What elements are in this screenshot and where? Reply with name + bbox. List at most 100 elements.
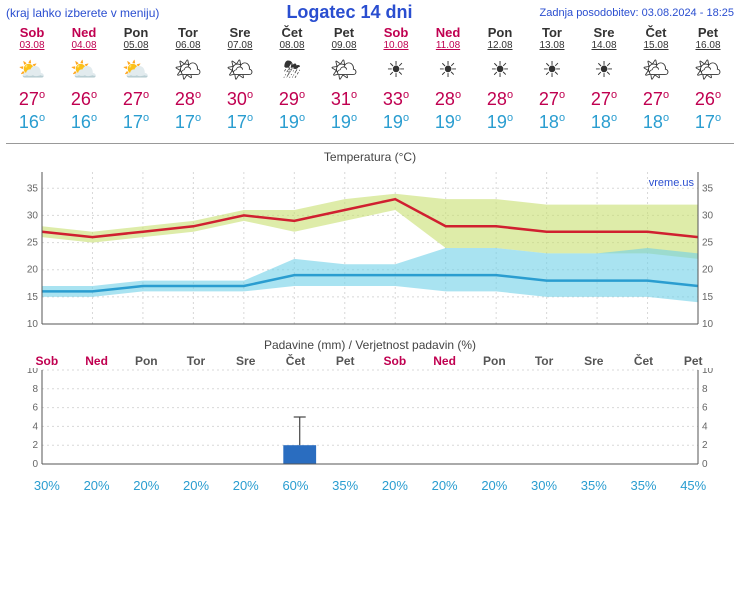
temp-high: 30o (214, 89, 266, 110)
temp-high: 29o (266, 89, 318, 110)
precip-day-label: Ned (72, 354, 122, 368)
weather-icon: ☀ (578, 55, 630, 85)
precip-day-label: Sre (221, 354, 271, 368)
svg-text:15: 15 (702, 292, 714, 303)
day-date: 06.08 (162, 40, 214, 51)
temp-high: 26o (58, 89, 110, 110)
temp-high: 31o (318, 89, 370, 110)
forecast-day[interactable]: Tor13.08☀27o18o (526, 25, 578, 133)
day-date: 03.08 (6, 40, 58, 51)
weather-icon: 🌤 (214, 55, 266, 85)
svg-text:25: 25 (27, 238, 39, 249)
precip-percent: 60% (271, 478, 321, 493)
precip-day-label: Čet (271, 354, 321, 368)
temp-low: 17o (110, 112, 162, 133)
day-abbr: Ned (422, 25, 474, 40)
temp-low: 19o (422, 112, 474, 133)
forecast-day[interactable]: Sre07.08 🌤 30o17o (214, 25, 266, 133)
forecast-day[interactable]: Ned04.08 ⛅ 26o16o (58, 25, 110, 133)
day-date: 11.08 (422, 40, 474, 51)
precip-percent: 35% (619, 478, 669, 493)
day-abbr: Pet (318, 25, 370, 40)
temp-low: 19o (318, 112, 370, 133)
svg-text:35: 35 (702, 183, 714, 194)
weather-icon: 🌤 (162, 55, 214, 85)
temp-high: 27o (578, 89, 630, 110)
precip-chart-title: Padavine (mm) / Verjetnost padavin (%) (0, 338, 740, 352)
day-abbr: Ned (58, 25, 110, 40)
menu-hint: (kraj lahko izberete v meniju) (6, 6, 159, 20)
precip-percent: 20% (370, 478, 420, 493)
forecast-day[interactable]: Sob03.08⛅27o16o (6, 25, 58, 133)
precip-percent: 20% (469, 478, 519, 493)
temp-high: 28o (474, 89, 526, 110)
day-date: 04.08 (58, 40, 110, 51)
precip-day-label: Pon (469, 354, 519, 368)
weather-icon: ⛅ (58, 55, 110, 85)
weather-icon: 🌤 (630, 55, 682, 85)
temp-high: 33o (370, 89, 422, 110)
temp-high: 28o (162, 89, 214, 110)
day-abbr: Čet (630, 25, 682, 40)
temperature-chart: 101015152020252530303535vreme.us (0, 166, 740, 336)
precip-day-label: Čet (619, 354, 669, 368)
precip-percent-labels: 30%20%20%20%20%60%35%20%20%20%30%35%35%4… (0, 478, 740, 493)
weather-icon: ☀ (370, 55, 422, 85)
weather-icon: ☀ (526, 55, 578, 85)
forecast-day[interactable]: Čet08.08⛈29o19o (266, 25, 318, 133)
svg-text:6: 6 (32, 403, 38, 414)
svg-text:vreme.us: vreme.us (649, 177, 695, 189)
precip-day-label: Sob (370, 354, 420, 368)
precip-percent: 20% (420, 478, 470, 493)
page-title: Logatec 14 dni (286, 2, 412, 23)
day-date: 07.08 (214, 40, 266, 51)
forecast-day[interactable]: Tor06.08🌤28o17o (162, 25, 214, 133)
day-date: 08.08 (266, 40, 318, 51)
forecast-day[interactable]: Sob10.08☀33o19o (370, 25, 422, 133)
precip-day-label: Tor (171, 354, 221, 368)
svg-text:15: 15 (27, 292, 39, 303)
weather-icon: ⛅ (110, 55, 162, 85)
day-date: 14.08 (578, 40, 630, 51)
day-abbr: Pon (110, 25, 162, 40)
svg-text:10: 10 (702, 319, 714, 330)
day-abbr: Čet (266, 25, 318, 40)
divider (6, 143, 734, 144)
temp-chart-title: Temperatura (°C) (0, 150, 740, 164)
weather-icon: ⛅ (6, 55, 58, 85)
day-abbr: Tor (162, 25, 214, 40)
precip-day-label: Pet (320, 354, 370, 368)
forecast-day[interactable]: Pon12.08☀28o19o (474, 25, 526, 133)
day-abbr: Sre (578, 25, 630, 40)
forecast-day[interactable]: Pet16.08🌤26o17o (682, 25, 734, 133)
day-abbr: Sre (214, 25, 266, 40)
temp-low: 19o (474, 112, 526, 133)
svg-text:2: 2 (32, 440, 38, 451)
forecast-day[interactable]: Sre14.08☀27o18o (578, 25, 630, 133)
temp-low: 19o (370, 112, 422, 133)
day-date: 15.08 (630, 40, 682, 51)
precipitation-chart: 00224466881010 (0, 368, 740, 478)
temp-low: 16o (58, 112, 110, 133)
temp-low: 17o (214, 112, 266, 133)
temp-low: 17o (682, 112, 734, 133)
forecast-day[interactable]: Čet15.08🌤27o18o (630, 25, 682, 133)
svg-text:0: 0 (702, 459, 708, 470)
forecast-day[interactable]: Pet09.08🌤31o19o (318, 25, 370, 133)
temp-high: 27o (630, 89, 682, 110)
day-abbr: Tor (526, 25, 578, 40)
forecast-day[interactable]: Ned11.08☀28o19o (422, 25, 474, 133)
temp-high: 27o (110, 89, 162, 110)
svg-text:10: 10 (27, 319, 39, 330)
temp-low: 18o (526, 112, 578, 133)
svg-text:35: 35 (27, 183, 39, 194)
forecast-day[interactable]: Pon05.08⛅27o17o (110, 25, 162, 133)
weather-icon: ☀ (474, 55, 526, 85)
day-abbr: Pon (474, 25, 526, 40)
precip-percent: 30% (22, 478, 72, 493)
svg-text:20: 20 (702, 265, 714, 276)
last-updated: Zadnja posodobitev: 03.08.2024 - 18:25 (540, 7, 734, 19)
day-abbr: Sob (370, 25, 422, 40)
forecast-day-strip: Sob03.08⛅27o16oNed04.08⛅26o16oPon05.08⛅2… (0, 25, 740, 133)
precip-percent: 20% (72, 478, 122, 493)
